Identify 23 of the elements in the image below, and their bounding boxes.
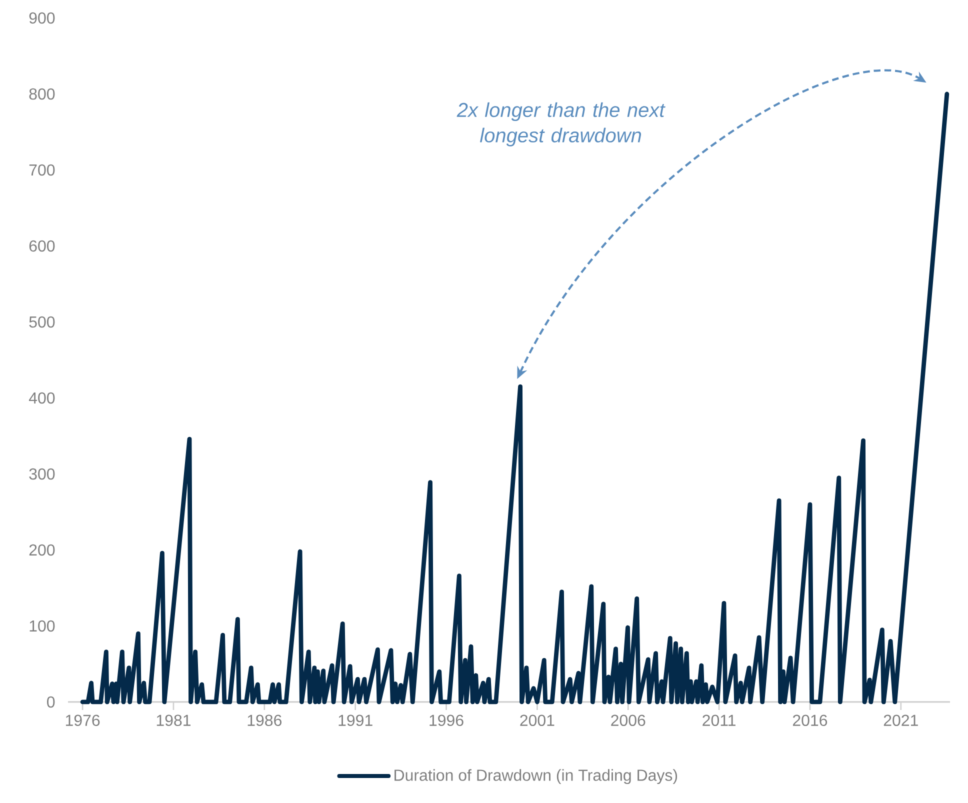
x-tick-label: 1981 xyxy=(156,714,190,726)
x-tick-label: 1986 xyxy=(248,714,282,726)
y-tick-label: 0 xyxy=(47,696,55,708)
y-tick-label: 800 xyxy=(29,88,55,100)
y-tick-label: 700 xyxy=(29,164,55,176)
x-tick-label: 2011 xyxy=(702,714,736,726)
y-tick-label: 300 xyxy=(29,468,55,480)
line-series xyxy=(80,92,950,704)
x-tick-label: 2001 xyxy=(520,714,554,726)
legend-label: Duration of Drawdown (in Trading Days) xyxy=(394,769,678,784)
y-tick-label: 200 xyxy=(29,544,55,556)
x-tick-label: 2006 xyxy=(611,714,646,726)
x-tick-label: 1991 xyxy=(338,714,372,726)
x-tick-label: 1996 xyxy=(430,714,464,726)
y-tick-label: 100 xyxy=(30,620,55,632)
y-tick-label: 400 xyxy=(28,392,55,404)
x-tick-label: 1976 xyxy=(66,714,100,726)
y-tick-label: 900 xyxy=(29,12,55,24)
x-tick-label: 2016 xyxy=(792,714,828,726)
y-tick-label: 500 xyxy=(29,316,55,328)
y-tick-label: 600 xyxy=(29,240,55,252)
x-tick-label: 2021 xyxy=(884,714,918,726)
annotation: 2x longer than the next longest drawdown xyxy=(456,102,666,146)
